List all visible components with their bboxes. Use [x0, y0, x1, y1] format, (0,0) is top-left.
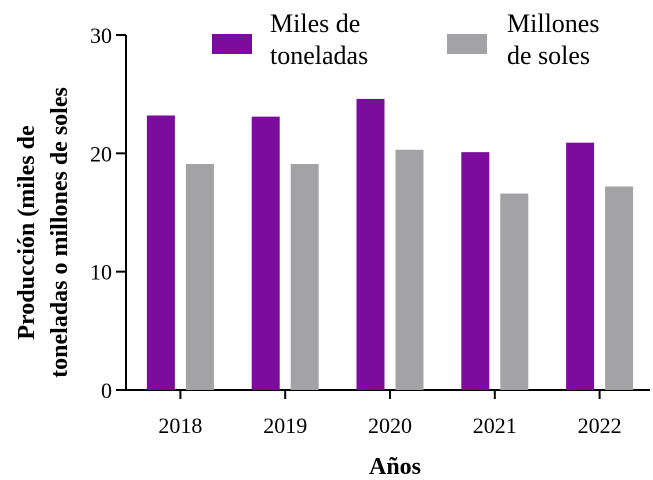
x-tick-label-2018: 2018 — [158, 413, 202, 438]
y-tick-label: 20 — [90, 141, 112, 166]
bar-soles-2018 — [185, 163, 214, 390]
legend-label-2: de soles — [507, 41, 590, 70]
bar-soles-2019 — [290, 163, 319, 390]
y-axis-title: Producción (miles de toneladas o millones… — [14, 87, 73, 378]
legend-label-1: toneladas — [270, 41, 368, 70]
legend: Miles de toneladas Millones de soles — [212, 9, 599, 70]
bar-soles-2022 — [605, 186, 634, 390]
y-axis-title-line: toneladas o millones de soles — [47, 87, 73, 378]
bar-toneladas-2018 — [146, 115, 175, 390]
y-axis-title-line: Producción (miles de — [14, 125, 40, 340]
y-tick-label: 30 — [90, 23, 112, 48]
x-tick-label-2020: 2020 — [368, 413, 412, 438]
bar-toneladas-2019 — [251, 116, 280, 391]
bar-toneladas-2020 — [356, 98, 385, 391]
y-tick-label: 10 — [90, 260, 112, 285]
bars — [146, 98, 634, 391]
x-axis-title: Años — [369, 454, 421, 480]
y-tick-label: 0 — [101, 378, 112, 403]
legend-swatch-2 — [447, 34, 487, 54]
x-tick-label-2019: 2019 — [263, 413, 307, 438]
x-tick-label-2022: 2022 — [578, 413, 622, 438]
x-tick-labels: 2018 2019 2020 2021 2022 — [158, 413, 621, 438]
bar-soles-2020 — [395, 149, 424, 390]
bar-soles-2021 — [500, 193, 529, 390]
y-tick-labels: 0 10 20 30 — [90, 23, 112, 403]
x-tick-label-2021: 2021 — [473, 413, 517, 438]
bar-toneladas-2022 — [566, 142, 595, 390]
legend-label-1: Miles de — [270, 9, 360, 38]
legend-label-2: Millones — [507, 9, 599, 38]
bar-toneladas-2021 — [461, 152, 490, 390]
legend-swatch-1 — [212, 34, 252, 54]
